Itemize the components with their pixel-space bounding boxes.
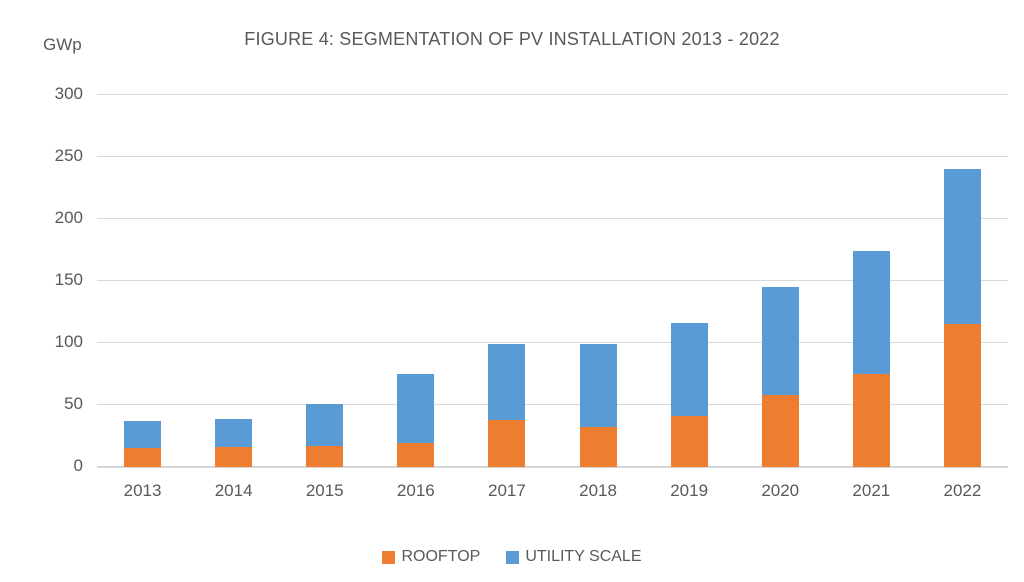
gridline-100 bbox=[97, 342, 1008, 343]
bar-segment-rooftop-2020 bbox=[761, 395, 799, 467]
bar-2015 bbox=[306, 403, 344, 467]
bar-segment-rooftop-2018 bbox=[579, 427, 617, 467]
legend-label-rooftop: ROOFTOP bbox=[401, 548, 481, 565]
legend-item-rooftop: ROOFTOP bbox=[382, 548, 480, 566]
x-tick-label-2015: 2015 bbox=[305, 481, 344, 500]
bar-segment-utility-scale-2021 bbox=[852, 251, 890, 374]
bar-2014 bbox=[215, 418, 253, 467]
plot-area: 0 50 100 150 200 250 300 2013 2014 2015 2016 2017 20… bbox=[55, 84, 1008, 500]
legend-item-utility-scale: UTILITY SCALE bbox=[506, 548, 642, 566]
bar-segment-rooftop-2016 bbox=[397, 443, 435, 467]
bar-2016 bbox=[397, 374, 435, 467]
x-tick-label-2020: 2020 bbox=[761, 481, 800, 500]
gridline-250 bbox=[97, 156, 1008, 157]
x-tick-label-2018: 2018 bbox=[579, 481, 617, 500]
y-tick-label-100: 100 bbox=[54, 332, 83, 351]
bar-segment-utility-scale-2014 bbox=[215, 418, 253, 448]
x-tick-label-2014: 2014 bbox=[214, 481, 253, 500]
bar-2022 bbox=[943, 169, 981, 467]
gridline-200 bbox=[97, 218, 1008, 219]
bar-segment-rooftop-2013 bbox=[124, 448, 162, 467]
bar-segment-rooftop-2014 bbox=[215, 447, 253, 467]
bar-segment-utility-scale-2013 bbox=[124, 421, 162, 449]
y-axis-unit-label: GWp bbox=[43, 35, 82, 54]
bar-segment-rooftop-2015 bbox=[306, 445, 344, 467]
bar-2020 bbox=[761, 287, 799, 467]
bar-2018 bbox=[579, 344, 617, 467]
chart-title: FIGURE 4: SEGMENTATION OF PV INSTALLATIO… bbox=[244, 29, 780, 49]
bar-2013 bbox=[124, 421, 162, 467]
x-tick-label-2019: 2019 bbox=[670, 481, 709, 500]
x-tick-label-2016: 2016 bbox=[396, 481, 435, 500]
bar-segment-utility-scale-2019 bbox=[670, 323, 708, 417]
y-tick-label-150: 150 bbox=[54, 270, 83, 289]
x-tick-label-2022: 2022 bbox=[943, 481, 982, 500]
y-tick-label-0: 0 bbox=[73, 456, 83, 475]
bar-segment-utility-scale-2018 bbox=[579, 344, 617, 428]
bar-segment-rooftop-2022 bbox=[943, 324, 981, 467]
bar-2021 bbox=[852, 251, 890, 467]
bar-segment-utility-scale-2020 bbox=[761, 287, 799, 396]
x-tick-label-2013: 2013 bbox=[123, 481, 162, 500]
x-tick-label-2017: 2017 bbox=[488, 481, 526, 500]
gridline-50 bbox=[97, 404, 1008, 405]
chart-legend: ROOFTOP UTILITY SCALE bbox=[0, 548, 1024, 566]
legend-swatch-rooftop bbox=[382, 550, 396, 564]
bar-2019 bbox=[670, 323, 708, 467]
bar-segment-utility-scale-2022 bbox=[943, 169, 981, 325]
gridline-150 bbox=[97, 280, 1008, 281]
y-tick-label-200: 200 bbox=[54, 208, 83, 227]
x-axis-line bbox=[97, 466, 1008, 468]
x-tick-label-2021: 2021 bbox=[852, 481, 891, 500]
y-tick-label-300: 300 bbox=[54, 84, 83, 103]
bar-segment-utility-scale-2015 bbox=[306, 403, 344, 446]
gridline-300 bbox=[97, 94, 1008, 95]
legend-swatch-utility-scale bbox=[506, 550, 520, 564]
bar-segment-utility-scale-2016 bbox=[397, 374, 435, 444]
bar-segment-rooftop-2017 bbox=[488, 419, 526, 467]
bar-segment-rooftop-2021 bbox=[852, 374, 890, 467]
bar-segment-utility-scale-2017 bbox=[488, 344, 526, 420]
y-tick-label-50: 50 bbox=[64, 394, 83, 413]
legend-label-utility-scale: UTILITY SCALE bbox=[525, 548, 642, 565]
y-tick-label-250: 250 bbox=[54, 146, 83, 165]
bar-2017 bbox=[488, 344, 526, 467]
bar-segment-rooftop-2019 bbox=[670, 416, 708, 467]
